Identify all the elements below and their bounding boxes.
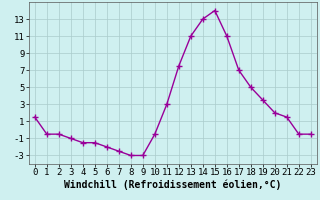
X-axis label: Windchill (Refroidissement éolien,°C): Windchill (Refroidissement éolien,°C) — [64, 180, 282, 190]
